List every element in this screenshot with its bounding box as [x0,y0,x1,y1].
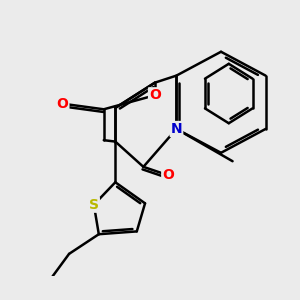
Text: N: N [171,122,182,136]
Text: S: S [89,198,99,212]
Text: O: O [56,97,68,111]
Text: O: O [162,168,174,182]
Text: O: O [149,88,161,102]
